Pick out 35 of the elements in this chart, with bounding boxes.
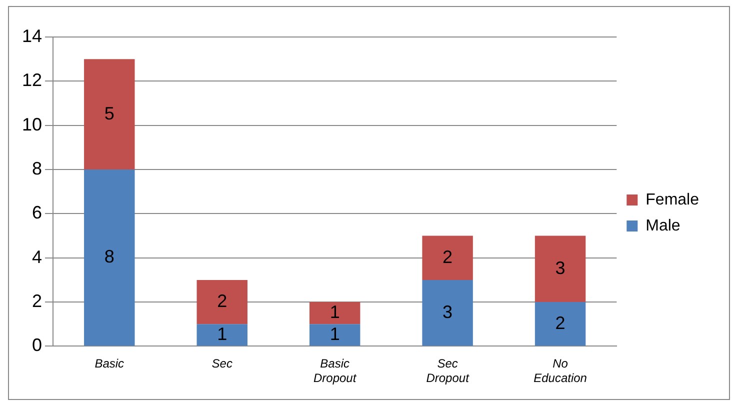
x-tick-label: Sec Dropout (426, 356, 470, 386)
data-label: 1 (330, 324, 340, 344)
y-tick-label: 2 (32, 290, 42, 311)
bar (196, 324, 248, 346)
data-label: 2 (442, 246, 453, 267)
bar (534, 302, 586, 346)
y-tick-label: 4 (32, 246, 42, 267)
x-tick-label: Basic Dropout (313, 356, 357, 386)
x-tick-label: Basic (94, 356, 124, 371)
bar (422, 280, 473, 346)
data-label: 2 (555, 312, 566, 333)
bar (84, 170, 135, 346)
y-tick-label: 6 (32, 202, 42, 223)
data-label: 1 (330, 302, 340, 322)
y-tick-label: 12 (22, 70, 42, 90)
data-label: 2 (217, 290, 228, 311)
bar (422, 236, 473, 280)
x-tick-label: No Education (534, 356, 588, 386)
x-tick-label: Sec (212, 356, 232, 371)
data-label: 1 (217, 324, 228, 344)
bar (196, 280, 248, 324)
data-label: 3 (442, 302, 453, 322)
bar (534, 236, 586, 302)
legend-label: Male (646, 217, 680, 234)
y-tick-label: 10 (22, 114, 42, 134)
bar (84, 59, 135, 170)
data-label: 8 (104, 246, 114, 267)
data-label: 5 (104, 103, 114, 124)
legend-label: Female (646, 191, 700, 208)
data-label: 3 (555, 258, 566, 278)
bar (309, 302, 360, 324)
y-tick-label: 8 (32, 158, 42, 178)
y-tick-label: 0 (32, 335, 42, 356)
y-tick-label: 14 (22, 26, 42, 46)
bar (309, 324, 360, 346)
